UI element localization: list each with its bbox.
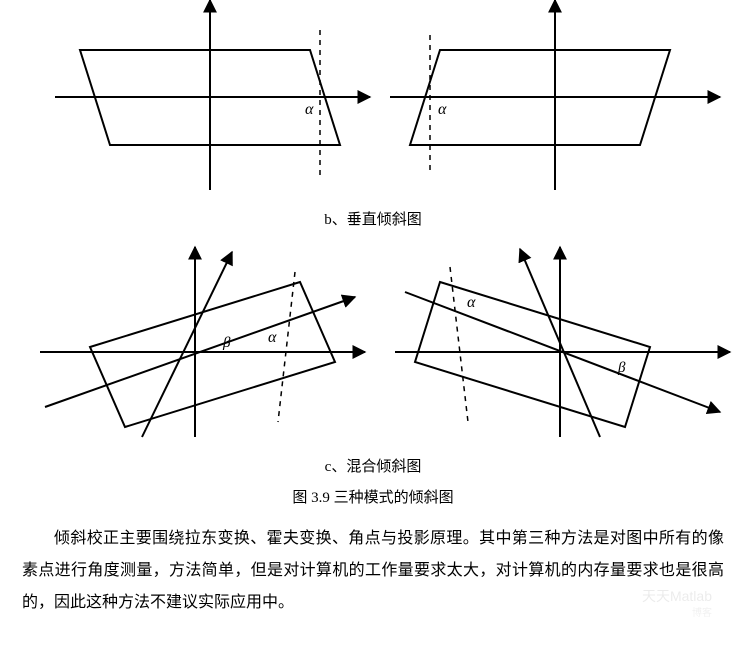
- figure-b-svg: α α: [0, 0, 746, 200]
- figure-c-panel: β α α β: [0, 237, 746, 447]
- alpha-label-right-c: α: [467, 294, 476, 311]
- figure-c-svg: β α α β: [0, 237, 746, 447]
- figure-title: 图 3.9 三种模式的倾斜图: [0, 486, 746, 507]
- figure-b-caption: b、垂直倾斜图: [0, 208, 746, 229]
- body-paragraph-block: 倾斜校正主要围绕拉东变换、霍夫变换、角点与投影原理。其中第三种方法是对图中所有的…: [0, 523, 746, 619]
- figure-b-right: α: [390, 0, 720, 190]
- figure-b-left: α: [55, 0, 370, 190]
- figure-c-caption: c、混合倾斜图: [0, 455, 746, 476]
- alpha-label-left: α: [305, 101, 314, 118]
- figure-c-right: α β: [395, 247, 730, 437]
- figure-b-panel: α α: [0, 0, 746, 200]
- alpha-label-right: α: [438, 101, 447, 118]
- alpha-label-left-c: α: [268, 329, 277, 346]
- figure-c-left: β α: [40, 247, 365, 437]
- beta-label-left: β: [222, 335, 231, 351]
- beta-label-right: β: [617, 360, 626, 376]
- body-paragraph: 倾斜校正主要围绕拉东变换、霍夫变换、角点与投影原理。其中第三种方法是对图中所有的…: [22, 523, 724, 619]
